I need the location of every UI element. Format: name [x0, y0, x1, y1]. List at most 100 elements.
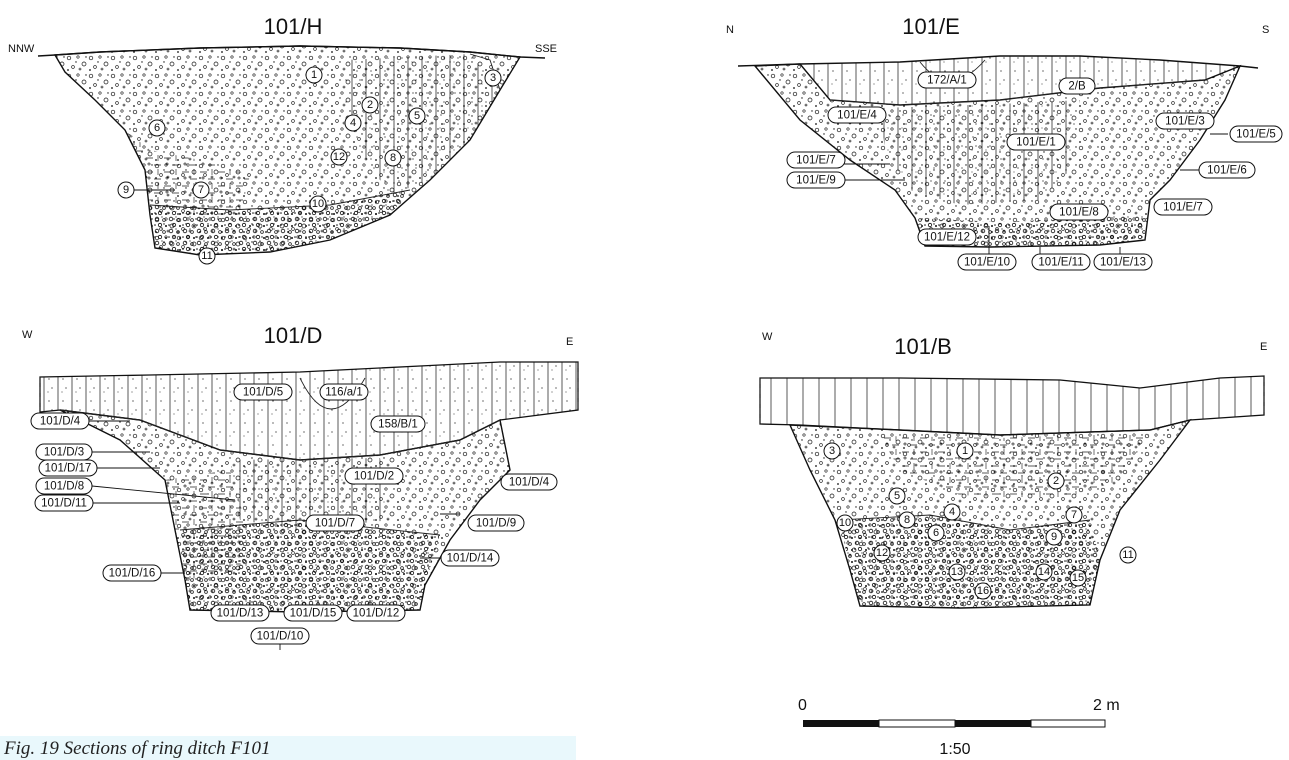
section-title: 101/E [902, 14, 960, 39]
layer-number-marker [1045, 528, 1063, 546]
context-label: 172/A/1 [927, 75, 967, 87]
layer-number: 12 [876, 547, 888, 559]
section-edge [39, 362, 579, 412]
caption-text: Fig. 19 Sections of ring ditch F101 [4, 738, 271, 759]
layer-number-marker [305, 66, 323, 84]
layer-number: 16 [977, 585, 989, 597]
leader-line [91, 485, 236, 501]
orientation-left: N [726, 24, 734, 36]
layer-number-marker [408, 107, 426, 125]
context-label-box [1198, 161, 1256, 179]
orientation-right: E [1260, 341, 1267, 353]
layer-number-marker [484, 69, 502, 87]
layer-number-marker [1119, 546, 1137, 564]
context-label-box [786, 151, 846, 169]
context-label-box [467, 514, 525, 532]
context-label: 101/E/7 [1163, 202, 1203, 214]
section-edge [759, 376, 1265, 424]
context-label: 101/E/12 [924, 232, 970, 244]
context-label-box [1153, 198, 1213, 216]
context-label-box [210, 604, 270, 622]
context-label: 101/D/16 [109, 568, 156, 580]
context-label: 101/D/2 [354, 471, 394, 483]
orientation-right: S [1262, 24, 1269, 36]
context-label-box [35, 477, 93, 495]
layer-number: 6 [154, 122, 160, 134]
layer-number: 7 [198, 184, 204, 196]
fill-dense-base [150, 190, 410, 255]
context-label-box [917, 228, 977, 246]
layer-number-marker [1069, 569, 1087, 587]
context-label: 101/D/7 [315, 518, 355, 530]
fill-dense-base [180, 520, 440, 612]
context-label: 101/D/9 [476, 518, 516, 530]
fill-vertical-band [345, 54, 500, 195]
context-label-box [34, 494, 94, 512]
layer-number: 8 [904, 514, 910, 526]
layer-boundary [59, 409, 501, 461]
layer-number-marker [927, 524, 945, 542]
context-label: 101/D/10 [257, 631, 304, 643]
context-label: 101/D/5 [243, 387, 283, 399]
fill-dashed [95, 100, 250, 215]
scale-segment-dark [955, 720, 1031, 727]
context-label-box [440, 549, 500, 567]
context-label-box [1093, 253, 1153, 271]
context-label-box [1229, 125, 1283, 143]
orientation-right: SSE [535, 43, 557, 55]
context-label: 101/E/9 [796, 175, 836, 187]
context-label: 101/E/4 [837, 110, 877, 122]
section-title: 101/B [894, 334, 952, 359]
scale-bar: 0 2 m 1:50 [798, 697, 1120, 758]
figure-caption: Fig. 19 Sections of ring ditch F101 [0, 736, 576, 760]
layer-number-marker [198, 247, 216, 265]
layer-number: 10 [312, 198, 324, 210]
scale-segment-light [1030, 719, 1106, 728]
fill-dense-base [840, 515, 1100, 608]
orientation-left: NNW [8, 43, 35, 55]
scale-segment-light [878, 719, 956, 728]
layer-number-marker [384, 149, 402, 167]
context-label-box [1155, 112, 1215, 130]
layer-number: 1 [962, 445, 968, 457]
layer-number-marker [330, 148, 348, 166]
context-label: 2/B [1068, 81, 1086, 93]
layer-number: 6 [933, 527, 939, 539]
scale-ratio: 1:50 [939, 741, 970, 758]
context-label-box [38, 459, 98, 477]
context-label: 101/E/7 [796, 155, 836, 167]
layer-boundary [179, 519, 441, 536]
layer-number-marker [361, 96, 379, 114]
context-label: 158/B/1 [378, 419, 418, 431]
context-label-box [917, 71, 977, 89]
context-label: 101/D/11 [41, 498, 87, 510]
context-label: 101/E/3 [1165, 116, 1205, 128]
layer-number-marker [1035, 563, 1053, 581]
layer-number: 3 [490, 72, 496, 84]
layer-number: 3 [829, 445, 835, 457]
layer-number: 5 [414, 110, 420, 122]
layer-boundary [829, 79, 1206, 106]
layer-number: 11 [1122, 549, 1133, 561]
layer-boundary [839, 514, 1091, 531]
layer-number-marker [1065, 506, 1083, 524]
context-label: 101/E/13 [1100, 257, 1146, 269]
context-label-box [250, 627, 310, 645]
context-label: 101/E/6 [1207, 165, 1247, 177]
layer-number: 9 [123, 184, 129, 196]
layer-number: 5 [894, 490, 900, 502]
layer-number-marker [974, 582, 992, 600]
context-label: 101/D/12 [353, 608, 400, 620]
context-label-box [283, 604, 343, 622]
context-label-box [827, 106, 887, 124]
section-title: 101/D [264, 323, 323, 348]
layer-number-marker [192, 181, 210, 199]
layer-number: 2 [1053, 475, 1059, 487]
section-101e: 101/E N S 172/A/1 2/B 101/E/4 101/E/3 101/E/… [726, 14, 1283, 271]
context-label-box [233, 383, 293, 401]
layer-number-marker [948, 563, 966, 581]
context-label-box [1006, 133, 1066, 151]
layer-number-marker [148, 119, 166, 137]
